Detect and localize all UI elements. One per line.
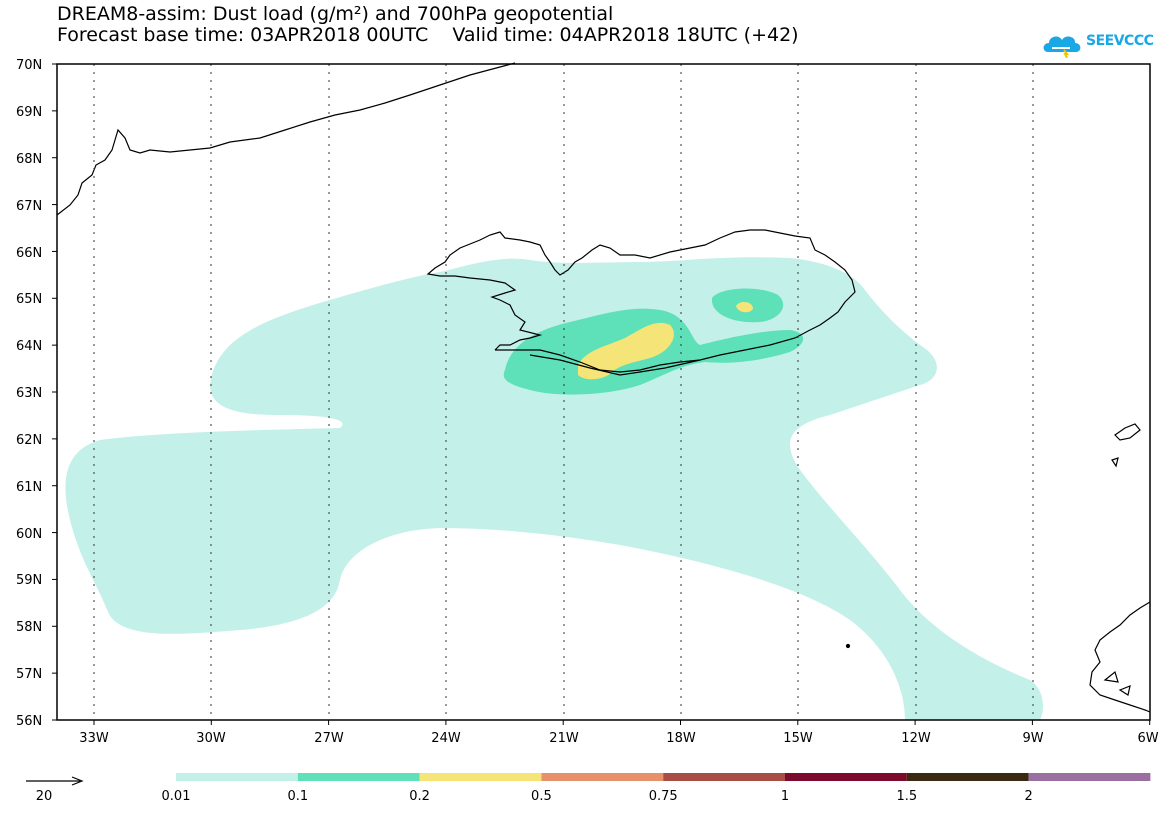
lat-label: 63N: [16, 386, 42, 401]
legend-label: 0.1: [287, 789, 308, 804]
legend-swatch: [419, 773, 542, 781]
chart-title: DREAM8-assim: Dust load (g/m²) and 700hP…: [57, 3, 614, 25]
lat-label: 67N: [16, 199, 42, 214]
lon-label: 9W: [1022, 731, 1043, 746]
lat-label: 58N: [16, 620, 42, 635]
latitude-labels: 70N 69N 68N 67N 66N 65N 64N 63N 62N 61N …: [16, 58, 42, 729]
lon-label: 33W: [79, 731, 109, 746]
dust-contour-high: [578, 322, 674, 380]
legend-swatch: [1028, 773, 1151, 781]
lon-label: 18W: [666, 731, 696, 746]
dust-load-fields: [65, 257, 1043, 720]
greenland-coast: [56, 62, 516, 216]
south-iceland-shoreline: [529, 354, 701, 376]
lon-label: 21W: [549, 731, 579, 746]
lon-label: 6W: [1137, 731, 1158, 746]
iceland-coast: [426, 229, 856, 373]
scotland-coast: [1089, 601, 1151, 713]
hebrides: [1103, 670, 1131, 696]
longitude-labels: 33W 30W 27W 24W 21W 18W 15W 12W 9W 6W: [79, 731, 1158, 746]
legend-swatch: [785, 773, 907, 781]
dust-contour-high-north: [736, 302, 753, 313]
lon-label: 30W: [196, 731, 226, 746]
lat-label: 70N: [16, 58, 42, 73]
lat-label: 64N: [16, 339, 42, 354]
legend-swatch: [176, 773, 298, 781]
legend-label: 2: [1024, 789, 1032, 804]
lat-label: 62N: [16, 433, 42, 448]
lon-label: 27W: [314, 731, 344, 746]
legend-swatch: [906, 773, 1029, 781]
faroe-islands: [1111, 423, 1141, 468]
islet: [845, 643, 851, 649]
legend-label: 0.2: [409, 789, 430, 804]
lat-label: 69N: [16, 105, 42, 120]
lon-label: 24W: [431, 731, 461, 746]
lat-label: 56N: [16, 714, 42, 729]
legend-label: 1: [781, 789, 789, 804]
lat-label: 57N: [16, 667, 42, 682]
lat-label: 61N: [16, 480, 42, 495]
lat-label: 68N: [16, 152, 42, 167]
lon-label: 15W: [783, 731, 813, 746]
lon-label: 12W: [901, 731, 931, 746]
lat-label: 59N: [16, 573, 42, 588]
legend-color-bar: [176, 773, 1151, 781]
lat-label: 65N: [16, 292, 42, 307]
legend-labels: 0.01 0.1 0.2 0.5 0.75 1 1.5 2: [162, 789, 1033, 804]
wind-reference-arrow: 20: [26, 776, 84, 804]
axis-ticks: [52, 63, 1151, 725]
seevccc-logo: [1040, 28, 1160, 59]
lat-label: 66N: [16, 246, 42, 261]
wind-reference-label: 20: [36, 789, 53, 804]
legend-label: 0.5: [531, 789, 552, 804]
dust-contour-low: [65, 257, 1043, 720]
cloud-icon: [1043, 36, 1081, 59]
legend-label: 0.01: [162, 789, 191, 804]
grid-lines: [93, 64, 1034, 720]
forecast-time-subtitle: Forecast base time: 03APR2018 00UTC Vali…: [57, 24, 799, 46]
logo-text: SEEVCCC: [1086, 33, 1154, 49]
legend-label: 1.5: [896, 789, 917, 804]
legend-swatch: [297, 773, 420, 781]
dust-map: 70N 69N 68N 67N 66N 65N 64N 63N 62N 61N …: [16, 58, 1159, 746]
legend-swatch: [541, 773, 664, 781]
legend-label: 0.75: [649, 789, 678, 804]
coastlines: [56, 62, 1151, 713]
lat-label: 60N: [16, 527, 42, 542]
color-legend: 20 0.01 0.1 0.2 0.5 0.75 1 1.5 2: [26, 773, 1151, 804]
legend-swatch: [663, 773, 785, 781]
